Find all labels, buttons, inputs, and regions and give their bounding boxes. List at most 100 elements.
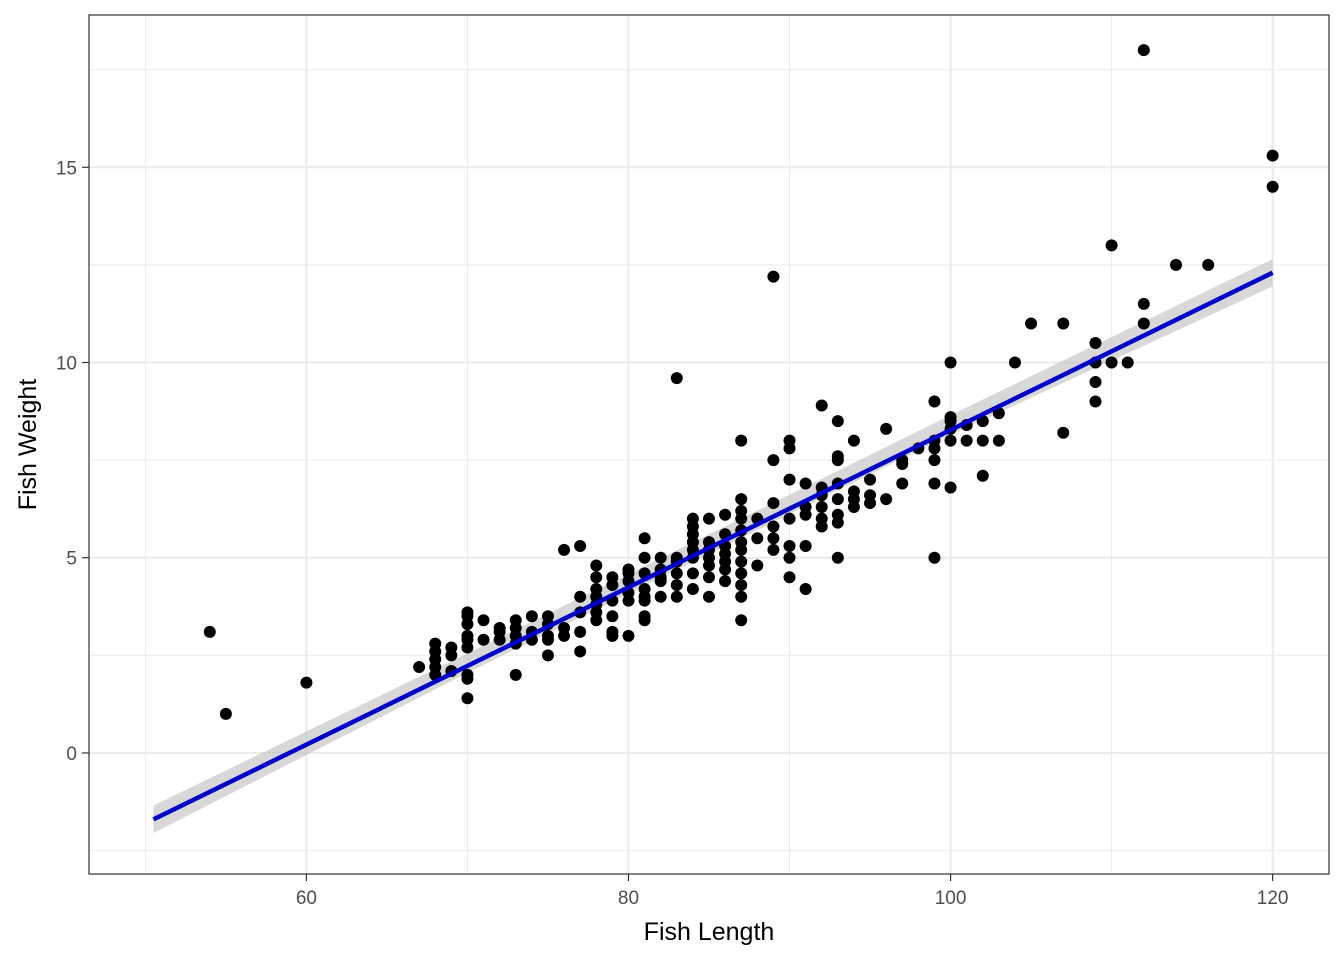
- data-point: [1008, 356, 1021, 369]
- data-point: [944, 411, 957, 424]
- data-point: [735, 555, 748, 568]
- data-point: [783, 571, 796, 584]
- data-point: [654, 551, 667, 564]
- data-point: [831, 551, 844, 564]
- data-point: [783, 512, 796, 525]
- data-point: [767, 270, 780, 283]
- data-point: [670, 372, 683, 385]
- data-point: [831, 415, 844, 428]
- data-point: [638, 610, 651, 623]
- x-axis-title: Fish Length: [644, 918, 775, 946]
- data-point: [735, 434, 748, 447]
- data-point: [606, 571, 619, 584]
- data-point: [1137, 317, 1150, 330]
- data-point: [638, 532, 651, 545]
- data-point: [831, 450, 844, 463]
- data-point: [815, 500, 828, 513]
- data-points: [203, 44, 1279, 720]
- data-point: [670, 567, 683, 580]
- data-point: [525, 610, 538, 623]
- x-tick-label: 60: [296, 888, 317, 909]
- data-point: [703, 512, 715, 525]
- data-point: [928, 551, 941, 564]
- data-point: [686, 567, 699, 580]
- data-point: [541, 649, 554, 662]
- fit-line-layer: [152, 270, 1274, 822]
- data-point: [686, 582, 699, 595]
- data-point: [686, 512, 699, 525]
- data-point: [767, 454, 780, 467]
- data-point: [509, 668, 522, 681]
- data-point: [461, 668, 474, 681]
- data-point: [574, 625, 587, 638]
- data-point: [735, 590, 748, 603]
- data-point: [992, 434, 1005, 447]
- data-point: [799, 540, 812, 553]
- data-point: [493, 622, 506, 635]
- data-point: [461, 606, 474, 619]
- y-tick-label: 10: [56, 354, 77, 375]
- data-point: [1266, 149, 1279, 162]
- data-point: [445, 641, 458, 654]
- data-point: [815, 399, 828, 412]
- data-point: [574, 645, 587, 658]
- data-point: [590, 571, 603, 584]
- data-point: [703, 571, 715, 584]
- data-point: [574, 540, 587, 553]
- minor-gridlines: [89, 15, 1329, 874]
- data-point: [461, 692, 474, 705]
- data-point: [1137, 297, 1150, 310]
- data-point: [767, 532, 780, 545]
- data-point: [896, 477, 909, 490]
- y-axis-title: Fish Weight: [14, 379, 42, 511]
- data-point: [558, 622, 571, 635]
- data-point: [429, 637, 442, 650]
- panel-border: [88, 14, 1330, 875]
- data-point: [461, 629, 474, 642]
- fit-line: [152, 270, 1274, 822]
- data-point: [413, 661, 426, 674]
- data-point: [1057, 426, 1070, 439]
- data-point: [300, 676, 313, 689]
- data-point: [735, 504, 748, 517]
- x-tick-label: 120: [1257, 888, 1289, 909]
- data-point: [944, 434, 957, 447]
- data-point: [767, 543, 780, 556]
- x-tick-label: 80: [618, 888, 639, 909]
- data-point: [783, 473, 796, 486]
- data-point: [767, 497, 780, 510]
- data-point: [219, 707, 232, 720]
- x-tick-label: 100: [935, 888, 967, 909]
- data-point: [847, 434, 860, 447]
- data-point: [670, 579, 683, 592]
- data-point: [1089, 376, 1102, 389]
- data-point: [783, 540, 796, 553]
- data-point: [638, 582, 651, 595]
- data-point: [976, 469, 989, 482]
- data-point: [783, 551, 796, 564]
- data-point: [928, 454, 941, 467]
- data-point: [735, 567, 748, 580]
- y-tick-label: 15: [56, 158, 77, 179]
- data-point: [638, 551, 651, 564]
- data-point: [1105, 356, 1118, 369]
- data-point: [751, 559, 764, 572]
- data-point: [622, 629, 635, 642]
- data-point: [541, 629, 554, 642]
- data-point: [1105, 239, 1118, 252]
- data-point: [477, 614, 490, 627]
- data-point: [1202, 258, 1215, 271]
- axis-ticks: 60 80 100 120 0 5 10 15: [56, 158, 1289, 909]
- data-point: [622, 563, 635, 576]
- data-point: [976, 434, 989, 447]
- data-point: [831, 508, 844, 521]
- data-point: [1137, 44, 1150, 57]
- major-gridlines: [89, 15, 1329, 874]
- data-point: [880, 493, 893, 506]
- data-point: [203, 625, 216, 638]
- y-tick-label: 5: [66, 549, 77, 570]
- data-point: [735, 579, 748, 592]
- data-point: [670, 590, 683, 603]
- data-point: [831, 493, 844, 506]
